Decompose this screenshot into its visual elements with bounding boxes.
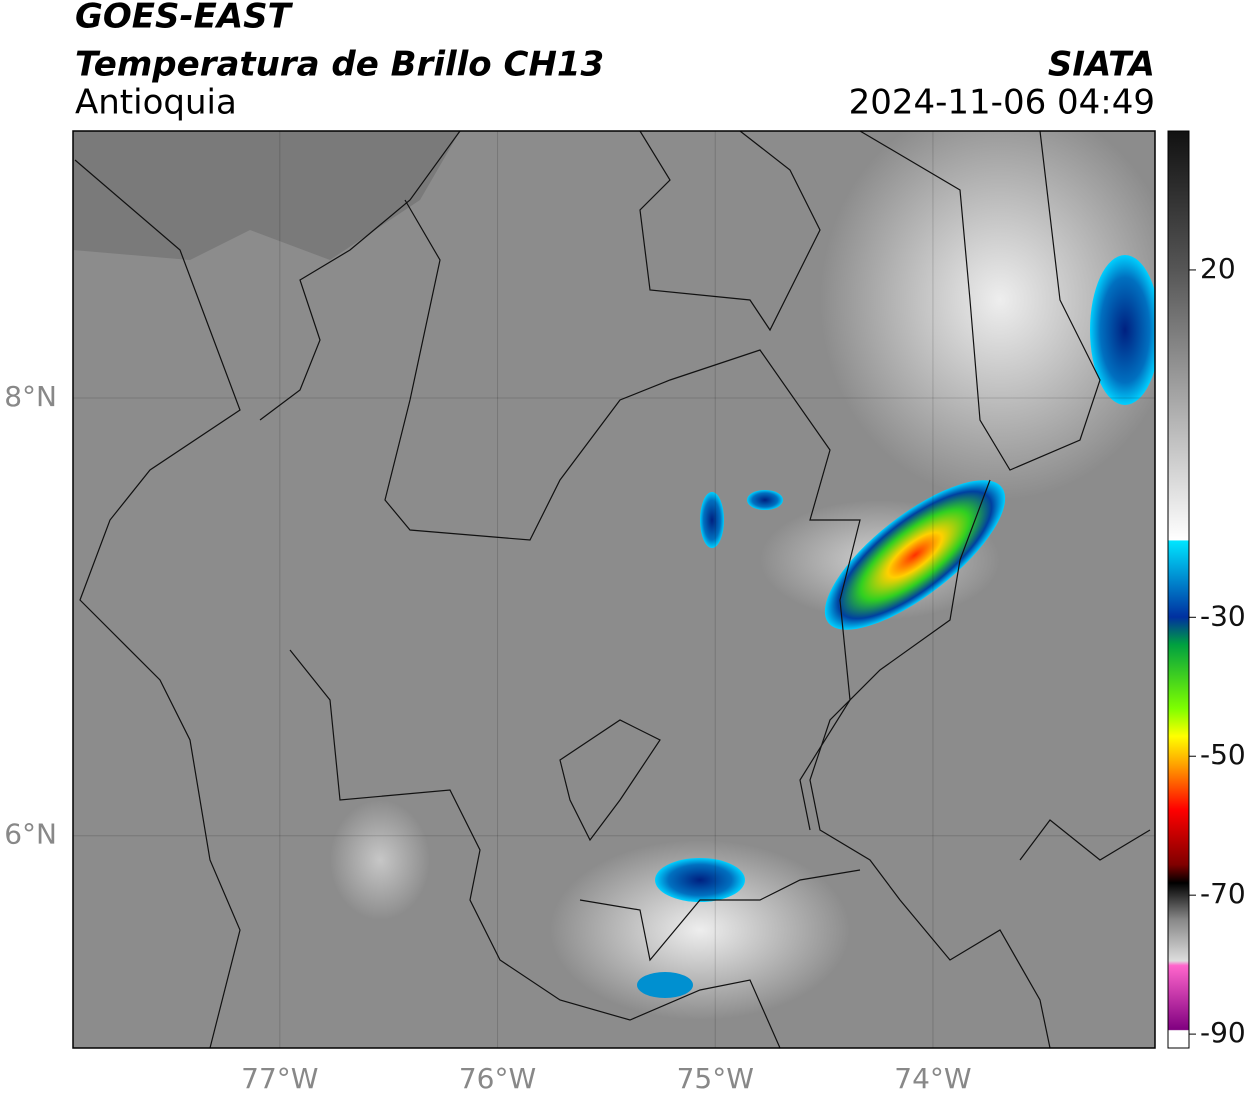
colorbar-tick-label: -70 — [1200, 877, 1246, 910]
colorbar-tick-label: 20 — [1200, 252, 1236, 285]
x-tick-label: 75°W — [677, 1062, 754, 1095]
y-tick-label: 8°N — [4, 380, 57, 413]
colorbar-tick-label: -90 — [1200, 1016, 1246, 1049]
source: SIATA — [1048, 45, 1155, 85]
colorbar-tick-label: -30 — [1200, 599, 1246, 632]
y-tick-label: 6°N — [4, 818, 57, 851]
colorbar-tick-label: -50 — [1200, 738, 1246, 771]
subtitle: Temperatura de Brillo CH13 — [75, 45, 604, 85]
title: GOES-EAST — [75, 0, 294, 37]
map-image — [73, 131, 1155, 1048]
colorbar — [1167, 130, 1190, 1049]
region: Antioquia — [75, 83, 237, 123]
x-tick-label: 77°W — [241, 1062, 318, 1095]
datetime: 2024-11-06 04:49 — [849, 83, 1155, 123]
x-tick-label: 76°W — [459, 1062, 536, 1095]
map-frame — [72, 130, 1156, 1049]
x-tick-label: 74°W — [894, 1062, 971, 1095]
